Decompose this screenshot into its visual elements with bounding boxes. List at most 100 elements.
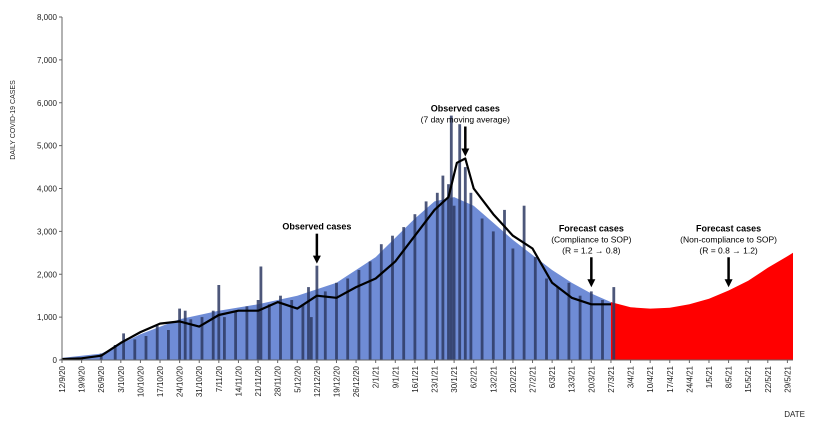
observed-bar xyxy=(589,291,593,360)
observed-bar xyxy=(545,278,548,360)
observed-bar xyxy=(601,300,604,360)
observed-bar xyxy=(533,257,537,360)
observed-bar xyxy=(578,295,582,360)
y-tick-label: 2,000 xyxy=(37,270,58,279)
x-tick-label: 28/11/20 xyxy=(274,365,283,396)
x-tick-label: 6/2/21 xyxy=(470,365,479,388)
observed-bar xyxy=(301,304,305,360)
observed-bar xyxy=(441,175,445,360)
observed-bar xyxy=(346,278,350,360)
observed-bar xyxy=(556,287,560,360)
annotation-line: (7 day moving average) xyxy=(421,114,510,124)
x-tick-label: 24/4/21 xyxy=(685,365,694,392)
observed-bar xyxy=(256,300,260,360)
x-tick-label: 3/10/20 xyxy=(117,365,126,392)
x-tick-label: 22/5/21 xyxy=(764,365,773,392)
y-axis-label: DAILY COVID-19 CASES xyxy=(10,80,17,160)
observed-bar xyxy=(413,214,417,360)
x-tick-label: 16/1/21 xyxy=(411,365,420,392)
x-tick-label: 31/10/20 xyxy=(195,365,204,397)
observed-bar xyxy=(567,282,571,360)
moving-average-line xyxy=(61,157,611,361)
observed-bar xyxy=(155,325,159,360)
y-tick-label: 4,000 xyxy=(37,185,58,194)
x-tick-label: 27/2/21 xyxy=(529,365,538,392)
annotation-arrow-head xyxy=(461,148,470,157)
x-tick-label: 10/10/20 xyxy=(136,365,145,397)
annotation-arrow-head xyxy=(312,255,321,264)
observed-bar xyxy=(469,192,473,360)
x-tick-label: 12/9/20 xyxy=(58,365,67,392)
annotation-arrow-head xyxy=(724,279,733,288)
observed-bar xyxy=(335,282,338,360)
moving-average-series xyxy=(61,157,611,361)
annotation-arrow-head xyxy=(587,279,596,288)
y-tick-label: 7,000 xyxy=(37,56,58,65)
x-tick-label: 29/5/21 xyxy=(783,365,792,392)
observed-bar xyxy=(309,317,313,360)
observed-bar xyxy=(522,205,526,360)
observed-bar xyxy=(452,205,456,360)
observed-bar xyxy=(113,345,117,360)
observed-bar xyxy=(458,124,462,360)
observed-bar xyxy=(491,231,495,360)
x-tick-label: 3/4/21 xyxy=(627,365,636,388)
x-tick-label: 12/12/20 xyxy=(313,365,322,397)
observed-bar xyxy=(315,265,319,360)
annotation-title: Observed cases xyxy=(431,103,500,113)
annotation-line: (R = 0.8 → 1.2) xyxy=(699,245,758,255)
observed-bar xyxy=(223,317,226,360)
observed-bar xyxy=(323,291,327,360)
observed-bar xyxy=(307,287,310,360)
y-tick-label: 3,000 xyxy=(37,227,58,236)
observed-bar xyxy=(480,218,484,360)
observed-bar xyxy=(503,209,506,360)
x-tick-label: 9/1/21 xyxy=(391,365,400,388)
x-tick-label: 8/5/21 xyxy=(725,365,734,388)
observed-bar xyxy=(435,192,439,360)
observed-bar xyxy=(144,336,148,360)
y-tick-label: 6,000 xyxy=(37,99,58,108)
observed-bar xyxy=(391,235,394,360)
x-axis-label: DATE xyxy=(784,410,805,419)
x-tick-label: 13/3/21 xyxy=(568,365,577,392)
x-tick-label: 23/1/21 xyxy=(431,365,440,392)
annotation-line: (R = 1.2 → 0.8) xyxy=(562,245,621,255)
observed-bar xyxy=(234,310,237,360)
observed-bar xyxy=(612,287,616,360)
observed-bar xyxy=(133,339,137,360)
y-tick-label: 0 xyxy=(53,356,58,365)
observed-bar xyxy=(267,304,271,360)
observed-bar xyxy=(178,308,181,360)
annotation-line: (Compliance to SOP) xyxy=(551,234,631,244)
x-tick-label: 7/11/20 xyxy=(215,365,224,392)
observed-bar xyxy=(449,115,453,360)
x-tick-label: 26/9/20 xyxy=(97,365,106,392)
observed-bar xyxy=(402,227,406,360)
observed-bar xyxy=(259,266,263,360)
observed-bar xyxy=(122,333,125,360)
annotations: Observed cases(7 day moving average)Obse… xyxy=(282,103,777,288)
x-tick-label: 19/9/20 xyxy=(78,365,87,392)
observed-bar xyxy=(357,270,361,360)
observed-bars xyxy=(60,115,616,360)
x-tick-label: 24/10/20 xyxy=(176,365,185,397)
x-tick-label: 14/11/20 xyxy=(234,365,243,396)
observed-bar xyxy=(379,244,383,360)
axes: 0 1,000 2,000 3,000 4,000 5,000 6,000 7,000 8,00… xyxy=(37,13,793,397)
forecast-area-3 xyxy=(611,252,793,360)
x-tick-label: 17/4/21 xyxy=(666,365,675,392)
annotation-line: (Non-compliance to SOP) xyxy=(680,234,777,244)
y-tick-label: 8,000 xyxy=(37,13,58,22)
observed-bar xyxy=(511,248,515,360)
observed-bar xyxy=(200,317,204,360)
x-tick-label: 21/11/20 xyxy=(254,365,263,396)
x-tick-label: 1/5/21 xyxy=(705,365,714,388)
observed-bar xyxy=(368,261,372,360)
x-tick-label: 19/12/20 xyxy=(332,365,341,397)
observed-bar xyxy=(167,330,170,360)
observed-bar xyxy=(447,184,450,360)
x-tick-label: 10/4/21 xyxy=(646,365,655,392)
